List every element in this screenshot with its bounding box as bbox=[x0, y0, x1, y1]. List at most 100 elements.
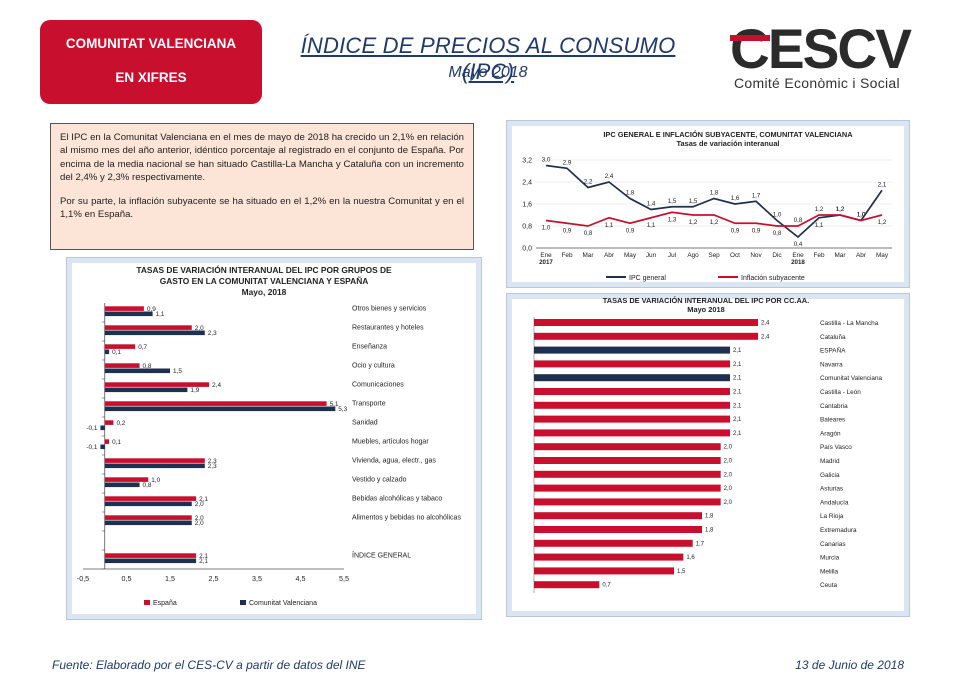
x-tick-label: Mar bbox=[582, 252, 594, 259]
bar-label: 2,3 bbox=[208, 458, 217, 465]
bar-label: 1,0 bbox=[151, 477, 160, 484]
legend-swatch-cv bbox=[240, 600, 246, 605]
x-tick-year: 2018 bbox=[791, 259, 805, 266]
x-tick-label: Jun bbox=[646, 252, 657, 259]
groups-chart-panel: TASAS DE VARIACIÓN INTERANUAL DEL IPC PO… bbox=[66, 257, 482, 620]
region-label: Andalucía bbox=[820, 499, 849, 506]
x-tick-label: 3,5 bbox=[252, 574, 262, 583]
bar-espana bbox=[104, 420, 114, 425]
bar-cv bbox=[104, 463, 205, 469]
bar-region bbox=[534, 457, 721, 464]
region-label: Baleares bbox=[820, 417, 845, 424]
bar-label: 1,9 bbox=[190, 387, 199, 394]
region-label: Navarra bbox=[820, 361, 843, 368]
data-label: 0,8 bbox=[773, 230, 782, 237]
region-label: Aragón bbox=[820, 430, 841, 437]
bar-label: 0,2 bbox=[116, 420, 125, 427]
inflation-line-panel: IPC GENERAL E INFLACIÓN SUBYACENTE, COMU… bbox=[506, 120, 910, 288]
chart-title-line-2: GASTO EN LA COMUNITAT VALENCIANA Y ESPAÑ… bbox=[160, 276, 369, 286]
bar-label: 2,1 bbox=[733, 431, 742, 437]
region-label: Asturias bbox=[820, 486, 843, 493]
data-label: 1,1 bbox=[815, 222, 824, 229]
series-line-subyacente bbox=[545, 211, 883, 227]
bar-label: 2,1 bbox=[199, 553, 208, 560]
bar-espana bbox=[104, 458, 205, 463]
bar-region bbox=[534, 360, 730, 368]
bar-espana bbox=[104, 496, 197, 501]
bar-label: 2,1 bbox=[199, 496, 208, 503]
bar-region bbox=[534, 319, 758, 326]
regions-chart: TASAS DE VARIACIÓN INTERANUAL DEL IPC PO… bbox=[512, 296, 904, 611]
bar-region bbox=[534, 484, 721, 492]
bar-label: 2,4 bbox=[761, 321, 770, 327]
legend-label-cv: Comunitat Valenciana bbox=[249, 600, 317, 607]
data-label: 2,1 bbox=[878, 181, 887, 188]
data-label: 1,6 bbox=[731, 195, 740, 202]
bar-label: 2,0 bbox=[195, 325, 204, 332]
bar-region bbox=[534, 332, 758, 340]
category-label: Bebidas alcohólicas y tabaco bbox=[352, 496, 442, 503]
category-label: ÍNDICE GENERAL bbox=[352, 551, 411, 560]
bar-cv bbox=[104, 387, 188, 393]
bar-label: 2,0 bbox=[195, 515, 204, 522]
bar-region bbox=[534, 567, 674, 575]
x-tick-label: Dic bbox=[772, 252, 782, 259]
data-label: 0,9 bbox=[563, 227, 572, 234]
chart-title: IPC GENERAL E INFLACIÓN SUBYACENTE, COMU… bbox=[603, 130, 853, 139]
data-label: 1,1 bbox=[647, 222, 656, 229]
x-tick-label: May bbox=[876, 252, 889, 259]
bar-label: 1,5 bbox=[173, 368, 182, 375]
bar-region bbox=[534, 539, 693, 547]
report-date: 13 de Junio de 2018 bbox=[795, 658, 904, 672]
bar-label: 0,1 bbox=[112, 439, 121, 446]
data-label: 1,0 bbox=[857, 212, 866, 219]
bar-label: 2,1 bbox=[733, 403, 742, 409]
y-tick-label: 0,8 bbox=[522, 224, 532, 231]
data-label: 1,2 bbox=[710, 219, 719, 226]
legend-label-espana: España bbox=[153, 600, 177, 607]
bar-label: 2,0 bbox=[724, 472, 733, 478]
data-label: 0,9 bbox=[752, 227, 761, 234]
bar-label: 2,3 bbox=[208, 463, 217, 470]
bar-cv bbox=[100, 425, 105, 431]
bar-label: 1,1 bbox=[156, 311, 165, 318]
x-tick-label: Abr bbox=[604, 252, 615, 259]
bar-label: 0,7 bbox=[138, 344, 147, 351]
bar-region bbox=[534, 553, 684, 561]
region-label: Castilla - La Mancha bbox=[820, 320, 879, 327]
data-label: 1,8 bbox=[626, 190, 635, 197]
bar-label: 2,0 bbox=[724, 459, 733, 465]
bar-cv bbox=[104, 349, 110, 355]
region-label: Melilla bbox=[820, 568, 839, 575]
data-label: 1,5 bbox=[668, 198, 677, 205]
region-label: La Rioja bbox=[820, 513, 844, 520]
bar-espana bbox=[104, 325, 192, 330]
x-tick-label: Mar bbox=[834, 252, 846, 259]
x-tick-label: 5,5 bbox=[339, 574, 349, 583]
bar-region bbox=[534, 443, 721, 451]
data-label: 1,0 bbox=[773, 212, 782, 219]
data-label: 1,4 bbox=[647, 201, 656, 208]
region-label: Canarias bbox=[820, 541, 846, 548]
bar-label: 1,8 bbox=[705, 514, 714, 520]
region-label: Madrid bbox=[820, 458, 840, 465]
x-tick-label: Nov bbox=[750, 252, 762, 259]
x-tick-label: May bbox=[624, 252, 637, 259]
x-tick-label: Jul bbox=[668, 252, 676, 259]
y-tick-label: 3,2 bbox=[522, 158, 532, 165]
data-label: 1,2 bbox=[878, 219, 887, 226]
y-tick-label: 1,6 bbox=[522, 202, 532, 209]
bar-region bbox=[534, 401, 730, 409]
bar-label: 0,1 bbox=[112, 349, 121, 356]
data-label: 1,3 bbox=[668, 216, 677, 223]
logo-accent bbox=[730, 35, 770, 41]
region-label: País Vasco bbox=[820, 444, 852, 451]
bar-highlight bbox=[534, 374, 730, 382]
bar-cv bbox=[104, 330, 205, 336]
data-label: 1,2 bbox=[815, 206, 824, 213]
bar-region bbox=[534, 415, 730, 423]
bar-label: -0,1 bbox=[86, 444, 97, 451]
region-label: Castilla - León bbox=[820, 389, 861, 396]
page-title: ÍNDICE DE PRECIOS AL CONSUMO (IPC) bbox=[300, 33, 676, 84]
bar-label: 1,6 bbox=[686, 555, 695, 561]
